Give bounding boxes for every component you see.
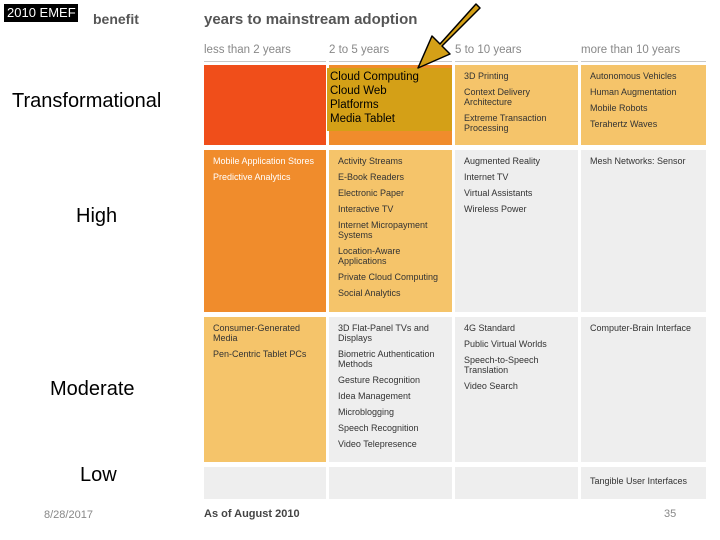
row-label-moderate: Moderate — [50, 378, 135, 400]
technology-item: Speech-to-Speech Translation — [464, 355, 539, 375]
cell-moderate-5to10: 4G Standard Public Virtual Worlds Speech… — [455, 317, 578, 462]
technology-item: 3D Printing — [464, 71, 509, 81]
cell-high-2to5: Activity Streams E-Book Readers Electron… — [329, 150, 452, 312]
technology-item: Video Telepresence — [338, 439, 417, 449]
cell-transformational-5to10: 3D Printing Context Delivery Architectur… — [455, 65, 578, 145]
cell-low-lt2 — [204, 467, 326, 499]
cell-moderate-2to5: 3D Flat-Panel TVs and Displays Biometric… — [329, 317, 452, 462]
column-header-5to10: 5 to 10 years — [455, 44, 522, 56]
technology-item: Consumer-Generated Media — [213, 323, 301, 343]
technology-item: Idea Management — [338, 391, 411, 401]
technology-item: Terahertz Waves — [590, 119, 658, 129]
technology-item: Video Search — [464, 381, 518, 391]
technology-item: Internet TV — [464, 172, 509, 182]
technology-item: Social Analytics — [338, 288, 401, 298]
technology-item: Private Cloud Computing — [338, 272, 439, 282]
technology-item: Microblogging — [338, 407, 395, 417]
technology-item: Predictive Analytics — [213, 172, 291, 182]
technology-item: Interactive TV — [338, 204, 394, 214]
technology-item: 4G Standard — [464, 323, 516, 333]
column-rule — [329, 61, 452, 62]
technology-item: Gesture Recognition — [338, 375, 421, 385]
callout-line: Platforms — [330, 99, 379, 111]
column-header-lt2: less than 2 years — [204, 44, 291, 56]
callout-line: Cloud Computing — [330, 71, 419, 83]
cell-moderate-gt10: Computer-Brain Interface — [581, 317, 706, 462]
column-header-gt10: more than 10 years — [581, 44, 681, 56]
callout-line: Media Tablet — [330, 113, 395, 125]
header-tag: 2010 EMEF — [4, 4, 78, 22]
technology-item: Activity Streams — [338, 156, 403, 166]
technology-item: Location-Aware Applications — [338, 246, 401, 266]
cell-high-gt10: Mesh Networks: Sensor — [581, 150, 706, 312]
technology-item: Mobile Application Stores — [213, 156, 315, 166]
cell-low-2to5 — [329, 467, 452, 499]
technology-item: Biometric Authentication Methods — [338, 349, 435, 369]
technology-item: Wireless Power — [464, 204, 527, 214]
chart-title: years to mainstream adoption — [204, 11, 418, 28]
cell-transformational-lt2 — [204, 65, 326, 145]
technology-item: Pen-Centric Tablet PCs — [213, 349, 307, 359]
technology-item: 3D Flat-Panel TVs and Displays — [338, 323, 429, 343]
cell-high-lt2: Mobile Application Stores Predictive Ana… — [204, 150, 326, 312]
cell-moderate-lt2: Consumer-Generated Media Pen-Centric Tab… — [204, 317, 326, 462]
row-label-low: Low — [80, 464, 117, 486]
technology-item: Electronic Paper — [338, 188, 405, 198]
technology-item: Autonomous Vehicles — [590, 71, 677, 81]
footer-as-of: As of August 2010 — [204, 508, 300, 520]
column-rule — [581, 61, 706, 62]
technology-item: Mobile Robots — [590, 103, 648, 113]
column-header-2to5: 2 to 5 years — [329, 44, 390, 56]
benefit-label: benefit — [93, 11, 139, 27]
callout-box: Cloud Computing Cloud Web Platforms Medi… — [327, 68, 452, 131]
column-rule — [204, 61, 326, 62]
technology-item: Internet Micropayment Systems — [338, 220, 428, 240]
technology-item: Tangible User Interfaces — [590, 476, 688, 486]
technology-item: Context Delivery Architecture — [464, 87, 531, 107]
footer-date: 8/28/2017 — [44, 509, 93, 521]
callout-line: Cloud Web — [330, 85, 387, 97]
page-number: 35 — [664, 508, 677, 520]
arrow-icon — [417, 3, 481, 69]
technology-item: Augmented Reality — [464, 156, 541, 166]
technology-item: Public Virtual Worlds — [464, 339, 547, 349]
row-label-transformational: Transformational — [12, 90, 162, 112]
technology-item: Human Augmentation — [590, 87, 677, 97]
cell-low-5to10 — [455, 467, 578, 499]
row-label-high: High — [76, 205, 118, 227]
technology-item: E-Book Readers — [338, 172, 405, 182]
cell-low-gt10: Tangible User Interfaces — [581, 467, 706, 499]
cell-transformational-gt10: Autonomous Vehicles Human Augmentation M… — [581, 65, 706, 145]
technology-item: Computer-Brain Interface — [590, 323, 692, 333]
cell-high-5to10: Augmented Reality Internet TV Virtual As… — [455, 150, 578, 312]
technology-item: Extreme Transaction Processing — [464, 113, 547, 133]
technology-item: Virtual Assistants — [464, 188, 533, 198]
technology-item: Mesh Networks: Sensor — [590, 156, 686, 166]
technology-item: Speech Recognition — [338, 423, 419, 433]
column-rule — [455, 61, 578, 62]
